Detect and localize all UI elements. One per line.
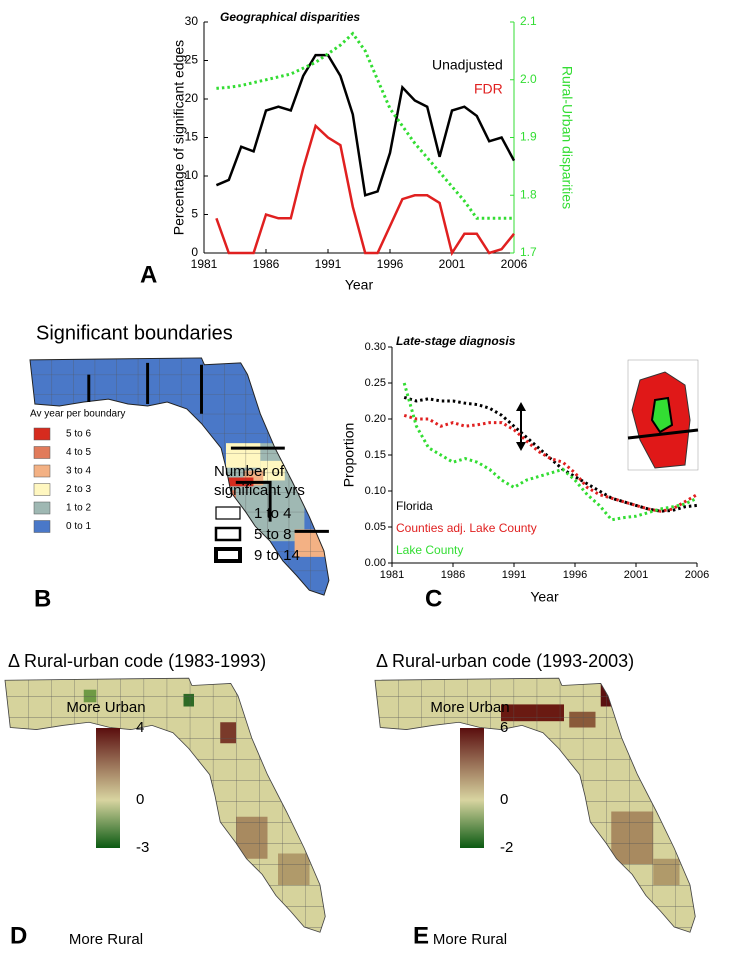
width-legend-title: Number of significant yrs: [214, 463, 305, 499]
legend-label: Florida: [396, 499, 433, 513]
x-tick-label: 1986: [441, 569, 465, 581]
x-tick-label: 1986: [253, 257, 280, 271]
y2-tick-label: 2.1: [520, 14, 537, 28]
map-title: Δ Rural-urban code (1983-1993): [8, 651, 266, 671]
y-tick-label: 0.30: [365, 341, 386, 353]
x-tick-label: 1981: [191, 257, 218, 271]
width-swatch: [214, 547, 242, 563]
map-title: Significant boundaries: [36, 322, 233, 344]
legend-swatch: [33, 446, 51, 459]
y-tick-label: 10: [185, 168, 199, 182]
series-line: [403, 395, 698, 513]
legend-label: 3 to 4: [66, 466, 91, 477]
colorbar-tick-label: 0: [136, 791, 144, 808]
y-tick-label: 0.00: [365, 557, 386, 569]
legend-label: 1 to 2: [66, 503, 91, 514]
width-swatch: [215, 506, 241, 520]
legend-swatch: [33, 483, 51, 496]
legend-label: 2 to 3: [66, 484, 91, 495]
y-tick-label: 15: [185, 130, 199, 144]
colorbar: [460, 728, 484, 848]
panel-label: B: [34, 585, 51, 612]
x-tick-label: 1991: [315, 257, 342, 271]
y-axis-label: Proportion: [341, 423, 357, 488]
y-tick-label: 30: [185, 14, 199, 28]
series-line: [215, 53, 516, 197]
panel-label: D: [10, 922, 27, 949]
bottom-label: More Rural: [433, 931, 507, 948]
x-axis-label: Year: [345, 277, 374, 293]
x-tick-label: 2006: [501, 257, 528, 271]
x-tick-label: 1981: [380, 569, 404, 581]
top-label: More Urban: [430, 699, 509, 716]
y2-tick-label: 1.7: [520, 245, 537, 259]
y-tick-label: 0.15: [365, 449, 386, 461]
difference-arrow: [516, 402, 526, 451]
inset-map: [627, 359, 699, 471]
legend-label: Lake County: [396, 543, 463, 557]
width-label: 1 to 4: [254, 505, 292, 522]
y-tick-label: 25: [185, 53, 199, 67]
panel-label: A: [140, 261, 157, 288]
legend-label: 4 to 5: [66, 447, 91, 458]
width-swatch: [214, 526, 242, 542]
y-tick-label: 5: [191, 207, 198, 221]
map-d: [4, 677, 326, 933]
top-label: More Urban: [66, 699, 145, 716]
y-tick-label: 20: [185, 91, 199, 105]
legend-swatch: [33, 464, 51, 478]
y2-tick-label: 2.0: [520, 72, 537, 86]
panel-label: C: [425, 585, 442, 612]
y-tick-label: 0: [191, 245, 198, 259]
series-line: [216, 31, 514, 220]
y-axis-label: Percentage of significant edges: [171, 40, 187, 235]
x-tick-label: 1996: [377, 257, 404, 271]
series-line: [215, 123, 515, 257]
map-e: [374, 677, 696, 933]
legend-swatch: [33, 520, 51, 533]
legend-label: FDR: [474, 81, 503, 97]
legend-label: Unadjusted: [432, 57, 503, 73]
chart-title: Late-stage diagnosis: [396, 334, 516, 348]
x-tick-label: 2001: [439, 257, 466, 271]
colorbar-tick-label: 4: [136, 719, 144, 736]
width-label: 5 to 8: [254, 526, 292, 543]
legend-label: Counties adj. Lake County: [396, 521, 537, 535]
x-tick-label: 2006: [685, 569, 709, 581]
y-tick-label: 0.20: [365, 413, 386, 425]
chart-title: Geographical disparities: [220, 10, 360, 24]
colorbar-tick-label: 0: [500, 791, 508, 808]
y-tick-label: 0.25: [365, 377, 386, 389]
colorbar-tick-label: -2: [500, 839, 513, 856]
y2-axis-label: Rural-Urban disparities: [559, 66, 575, 209]
y2-tick-label: 1.8: [520, 187, 537, 201]
x-tick-label: 1996: [563, 569, 587, 581]
map-title: Δ Rural-urban code (1993-2003): [376, 651, 634, 671]
legend-label: 0 to 1: [66, 521, 91, 532]
colorbar: [96, 728, 120, 848]
legend-label: 5 to 6: [66, 429, 91, 440]
x-axis-label: Year: [530, 589, 559, 605]
x-tick-label: 1991: [502, 569, 526, 581]
series-line: [403, 413, 698, 513]
width-label: 9 to 14: [254, 547, 300, 564]
y2-tick-label: 1.9: [520, 130, 537, 144]
panel-label: E: [413, 922, 429, 949]
y-tick-label: 0.05: [365, 521, 386, 533]
colorbar-tick-label: -3: [136, 839, 149, 856]
y-tick-label: 0.10: [365, 485, 386, 497]
legend-swatch: [33, 427, 51, 441]
x-tick-label: 2001: [624, 569, 648, 581]
legend-swatch: [33, 501, 51, 515]
legend-title: Av year per boundary: [30, 409, 125, 420]
colorbar-tick-label: 6: [500, 719, 508, 736]
bottom-label: More Rural: [69, 931, 143, 948]
